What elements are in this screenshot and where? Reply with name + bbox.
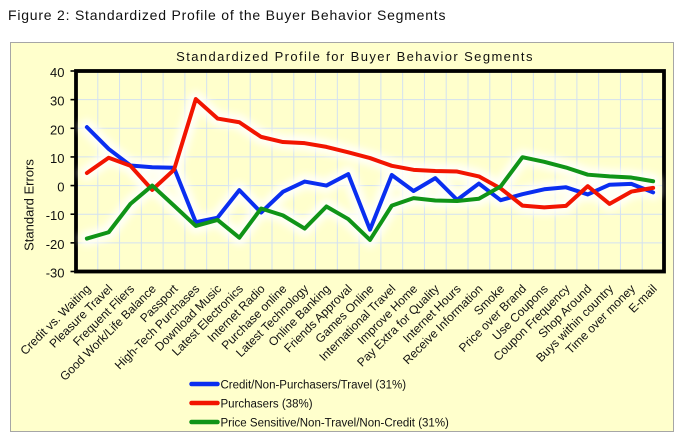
svg-text:30: 30 xyxy=(50,94,64,109)
svg-text:40: 40 xyxy=(50,65,64,80)
svg-text:Standardized Profile for Buyer: Standardized Profile for Buyer Behavior … xyxy=(176,49,534,64)
svg-text:0: 0 xyxy=(57,180,64,195)
svg-text:Purchasers (38%): Purchasers (38%) xyxy=(221,398,313,410)
svg-text:-10: -10 xyxy=(46,208,65,223)
svg-text:20: 20 xyxy=(50,122,64,137)
svg-text:Price Sensitive/Non-Travel/Non: Price Sensitive/Non-Travel/Non-Credit (3… xyxy=(221,417,450,429)
svg-text:-20: -20 xyxy=(46,237,65,252)
svg-text:Standard Errors: Standard Errors xyxy=(22,159,37,251)
svg-text:Figure 2: Standardized Profile: Figure 2: Standardized Profile of the Bu… xyxy=(8,7,446,23)
svg-text:-30: -30 xyxy=(46,266,65,281)
svg-text:Credit/Non-Purchasers/Travel (: Credit/Non-Purchasers/Travel (31%) xyxy=(221,379,407,391)
svg-text:10: 10 xyxy=(50,151,64,166)
